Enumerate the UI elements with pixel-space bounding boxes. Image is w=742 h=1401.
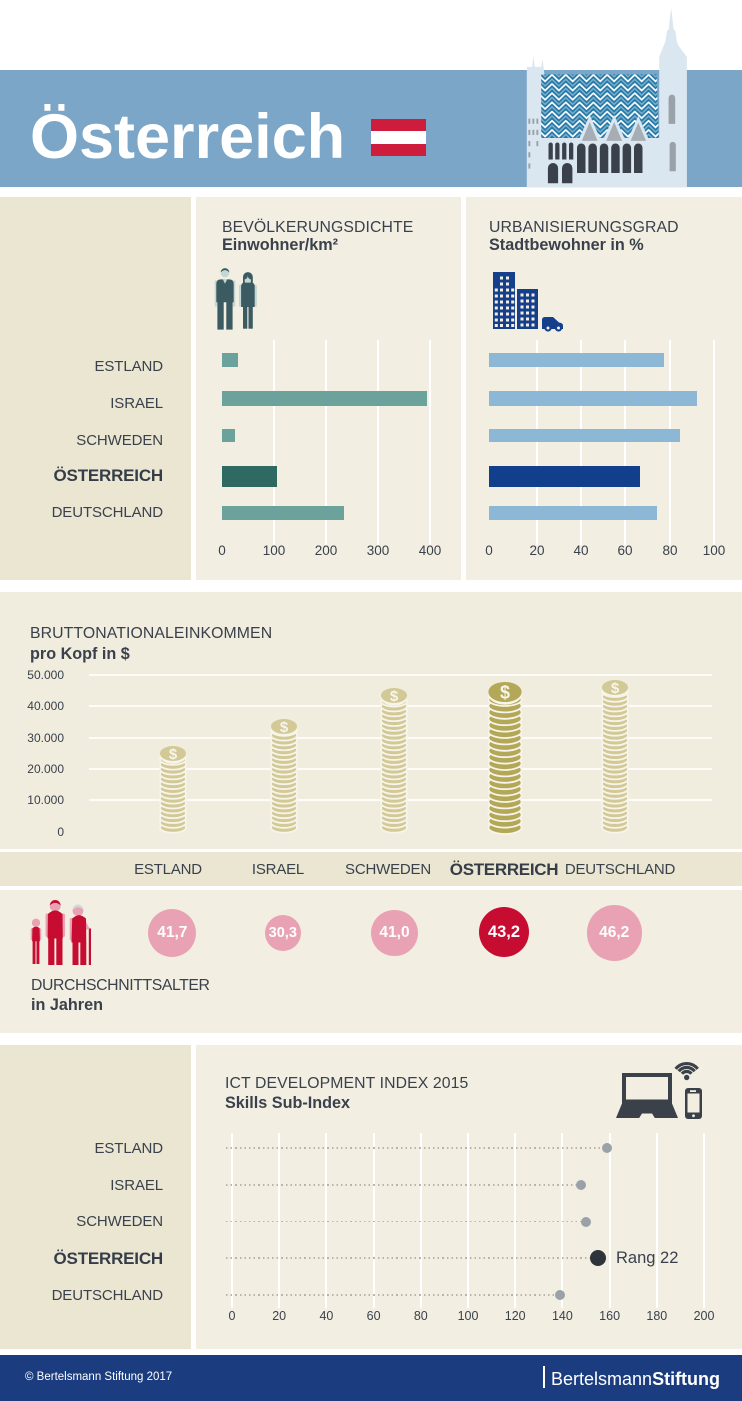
svg-text:$: $	[500, 682, 510, 702]
svg-text:$: $	[280, 719, 289, 736]
svg-text:$: $	[390, 688, 399, 705]
svg-text:$: $	[611, 680, 620, 697]
svg-text:$: $	[169, 746, 178, 763]
